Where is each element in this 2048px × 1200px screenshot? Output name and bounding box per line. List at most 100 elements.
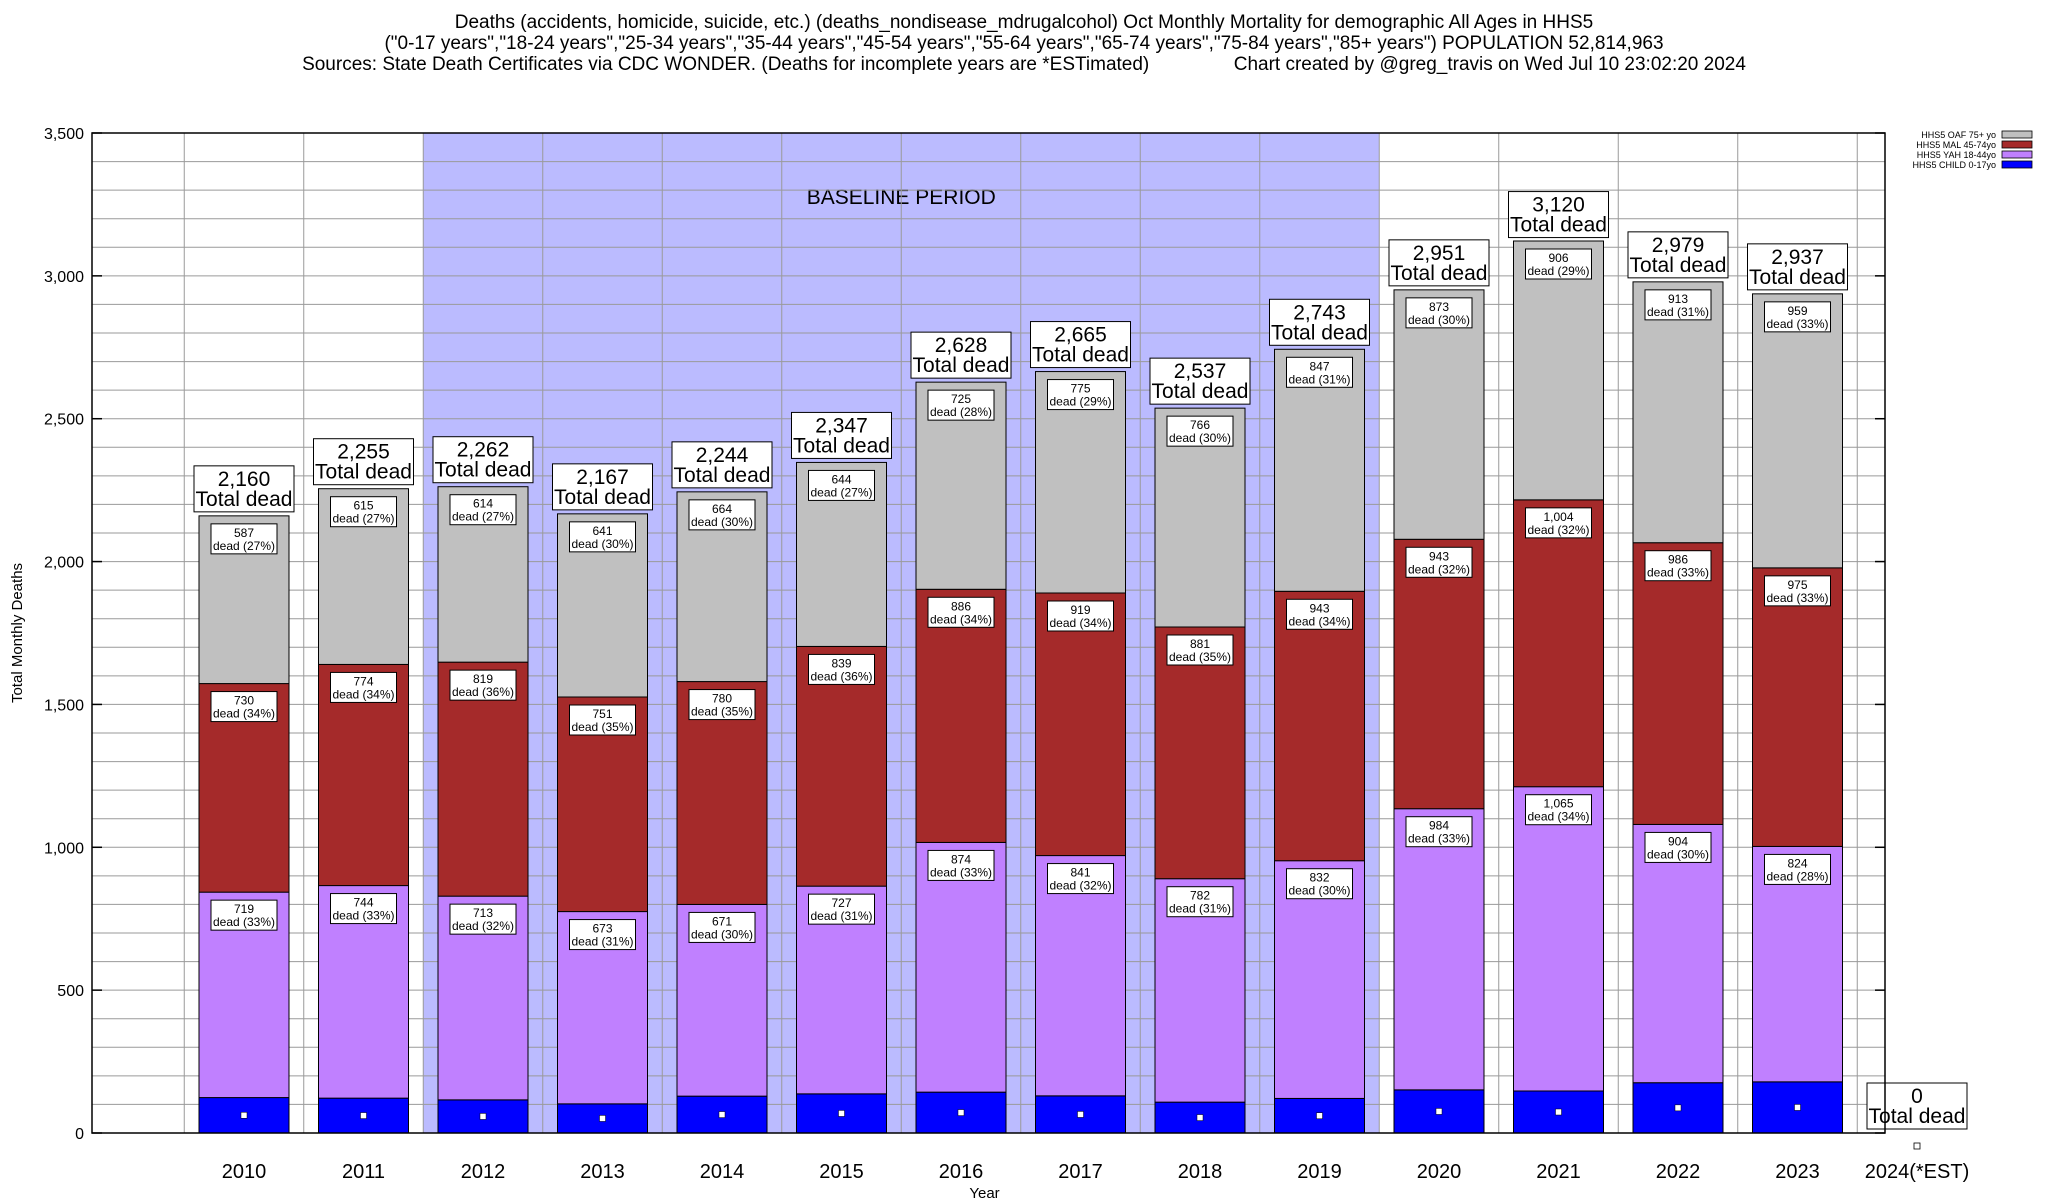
x-category-label: 2018 xyxy=(1178,1161,1223,1183)
segment-label-box xyxy=(449,903,517,935)
segment-percent-label: dead (33%) xyxy=(1408,832,1470,846)
segment-value-label: 1,065 xyxy=(1543,797,1573,811)
total-suffix-label: Total dead xyxy=(793,434,890,457)
segment-value-label: 975 xyxy=(1787,578,1807,592)
x-category-label: 2017 xyxy=(1058,1161,1103,1183)
segment-percent-label: dead (27%) xyxy=(810,485,872,499)
total-label-box xyxy=(313,438,414,486)
segment-value-label: 719 xyxy=(234,902,254,916)
legend-entry-label: HHS5 MAL 45-74yo xyxy=(1916,140,1996,150)
child-marker xyxy=(1435,1108,1443,1115)
segment-value-label: 913 xyxy=(1668,292,1688,306)
total-suffix-label: Total dead xyxy=(315,461,412,484)
legend-swatch-mal xyxy=(2001,140,2033,149)
segment-label-box xyxy=(1405,816,1473,848)
legend-swatch-yah xyxy=(2001,150,2033,159)
total-value-label: 2,937 xyxy=(1771,246,1824,269)
segment-label-box xyxy=(569,919,636,951)
segment-percent-label: dead (35%) xyxy=(1169,650,1231,664)
segment-percent-label: dead (32%) xyxy=(1408,562,1470,576)
segment-percent-label: dead (31%) xyxy=(810,909,872,923)
segment-percent-label: dead (33%) xyxy=(1766,591,1828,605)
child-marker xyxy=(1674,1104,1682,1112)
segment-percent-label: dead (30%) xyxy=(1169,431,1231,445)
segment-value-label: 774 xyxy=(353,674,373,688)
segment-percent-label: dead (31%) xyxy=(1169,902,1231,916)
segment-label-box xyxy=(1644,289,1712,321)
total-label-box xyxy=(910,331,1012,379)
child-marker xyxy=(1196,1114,1204,1121)
bar-segment-oaf xyxy=(1274,348,1365,592)
segment-label-box xyxy=(1525,248,1592,280)
bar-segment-mal xyxy=(1035,592,1126,857)
segment-percent-label: dead (27%) xyxy=(452,510,514,524)
bar-segment-oaf xyxy=(1393,289,1485,540)
total-suffix-label: Total dead xyxy=(1510,214,1607,237)
segment-label-box xyxy=(1286,598,1353,630)
segment-percent-label: dead (33%) xyxy=(332,909,394,923)
segment-label-box xyxy=(1166,634,1234,666)
bar-segment-mal xyxy=(1393,538,1485,810)
total-suffix-label: Total dead xyxy=(1749,266,1846,289)
segment-value-label: 881 xyxy=(1190,637,1210,651)
x-category-label: 2024(*EST) xyxy=(1865,1161,1970,1183)
segment-value-label: 906 xyxy=(1548,251,1568,265)
child-marker xyxy=(599,1115,606,1122)
child-marker xyxy=(1077,1111,1084,1118)
total-label-box xyxy=(552,463,653,511)
segment-label-box xyxy=(927,389,995,421)
total-value-label: 2,347 xyxy=(815,414,868,437)
segment-value-label: 587 xyxy=(234,526,254,540)
child-marker xyxy=(957,1109,965,1116)
segment-percent-label: dead (33%) xyxy=(1766,317,1828,331)
segment-value-label: 775 xyxy=(1070,382,1090,396)
segment-value-label: 727 xyxy=(831,896,851,910)
total-suffix-label: Total dead xyxy=(1630,254,1727,277)
segment-label-box xyxy=(569,704,636,736)
x-category-label: 2019 xyxy=(1297,1161,1342,1183)
total-label-box xyxy=(432,436,534,484)
segment-label-box xyxy=(1166,886,1234,918)
child-marker xyxy=(1794,1104,1801,1111)
x-category-label: 2014 xyxy=(700,1161,745,1183)
segment-label-box xyxy=(1166,415,1234,447)
bar-segment-mal xyxy=(1752,567,1843,847)
y-tick-label: 3,000 xyxy=(44,269,84,286)
segment-label-box xyxy=(1525,794,1592,826)
segment-percent-label: dead (34%) xyxy=(930,612,992,626)
segment-percent-label: dead (27%) xyxy=(213,539,275,553)
segment-label-box xyxy=(1286,356,1353,388)
y-tick-label: 2,000 xyxy=(44,555,84,572)
total-label-box xyxy=(1149,357,1251,405)
x-category-label: 2022 xyxy=(1656,1161,1701,1183)
segment-label-box xyxy=(688,499,756,531)
y-tick-label: 3,500 xyxy=(44,126,84,143)
plot-frame xyxy=(91,132,1886,1134)
legend-swatch-child xyxy=(2001,160,2033,169)
total-suffix-label: Total dead xyxy=(435,459,532,482)
segment-percent-label: dead (30%) xyxy=(1408,313,1470,327)
total-suffix-label: Total dead xyxy=(913,354,1010,377)
segment-value-label: 984 xyxy=(1429,819,1449,833)
y-axis-title: Total Monthly Deaths xyxy=(9,563,26,703)
segment-value-label: 886 xyxy=(951,599,971,613)
segment-percent-label: dead (34%) xyxy=(1049,616,1111,630)
segment-value-label: 744 xyxy=(353,896,373,910)
bar-segment-mal xyxy=(1154,626,1246,880)
bar-segment-yah xyxy=(1513,786,1604,1092)
segment-label-box xyxy=(449,494,517,526)
segment-value-label: 614 xyxy=(473,497,493,511)
bar-segment-oaf xyxy=(1632,281,1724,544)
total-label-box xyxy=(1627,231,1729,279)
segment-value-label: 841 xyxy=(1070,866,1090,880)
segment-label-box xyxy=(1405,297,1473,329)
segment-label-box xyxy=(1525,507,1592,539)
legend-entry-label: HHS5 YAH 18-44yo xyxy=(1917,150,1996,160)
total-label-box xyxy=(791,411,892,459)
segment-value-label: 847 xyxy=(1309,359,1329,373)
segment-value-label: 959 xyxy=(1787,304,1807,318)
segment-label-box xyxy=(808,469,875,501)
chart-source: Sources: State Death Certificates via CD… xyxy=(302,54,1746,75)
segment-percent-label: dead (34%) xyxy=(1288,614,1350,628)
